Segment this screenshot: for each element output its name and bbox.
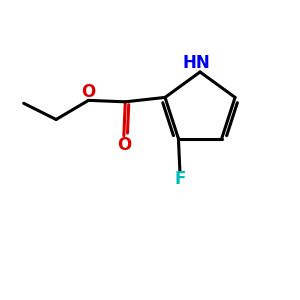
Text: HN: HN (183, 53, 210, 71)
Text: O: O (81, 82, 95, 100)
Text: O: O (117, 136, 131, 154)
Text: F: F (174, 170, 186, 188)
